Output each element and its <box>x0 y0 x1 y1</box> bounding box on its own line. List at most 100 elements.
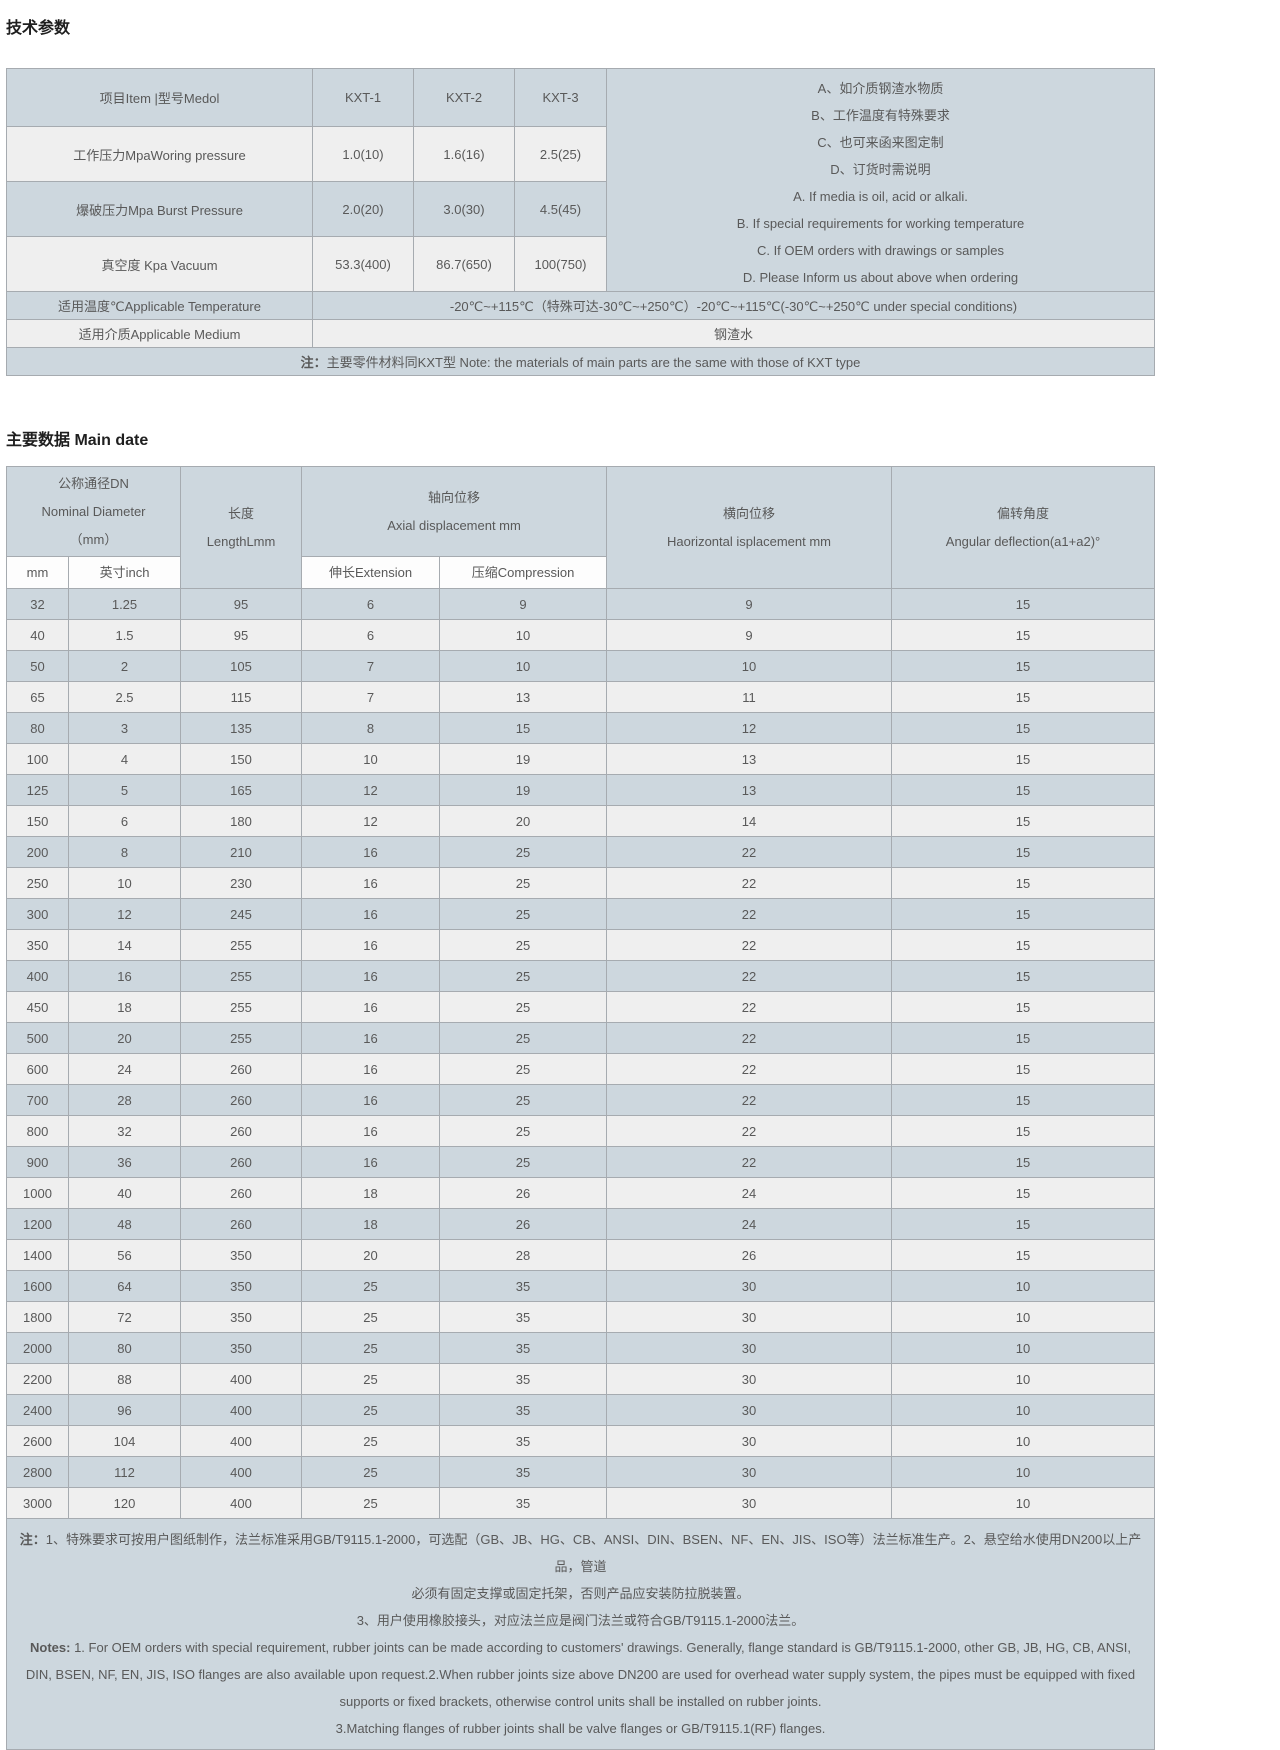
table-row: 项目Item |型号Medol KXT-1 KXT-2 KXT-3 A、如介质钢… <box>6 67 1155 292</box>
table-cell: 10 <box>891 1301 1156 1333</box>
table-row: 适用温度℃Applicable Temperature -20℃~+115℃（特… <box>6 291 1155 320</box>
footnote-line: Notes: 1. For OEM orders with special re… <box>30 1640 1131 1655</box>
table-row: 500 20 255 16 25 22 15 <box>6 1022 1156 1054</box>
table-cell: 15 <box>891 712 1156 744</box>
table-cell: 35 <box>439 1332 608 1364</box>
table-cell: 32 <box>67 1115 182 1147</box>
col-header-horizontal-displacement: 横向位移 Haorizontal isplacement mm <box>606 466 893 589</box>
table-cell: 22 <box>606 960 893 992</box>
table-cell: 15 <box>891 1146 1156 1178</box>
table-cell: 22 <box>606 898 893 930</box>
table-row: 3000 120 400 25 35 30 10 <box>6 1487 1156 1519</box>
table-cell: 350 <box>6 929 69 961</box>
side-note-line: B、工作温度有特殊要求 <box>811 108 950 123</box>
table-row: 2600 104 400 25 35 30 10 <box>6 1425 1156 1457</box>
table-cell: 25 <box>301 1301 441 1333</box>
header-line: Axial displacement mm <box>387 517 521 533</box>
row-label: 真空度 Kpa Vacuum <box>6 236 313 292</box>
table-cell: 1.0(10) <box>312 126 414 183</box>
table-cell: 3 <box>67 712 182 744</box>
table-cell: 15 <box>891 836 1156 868</box>
table-cell: 15 <box>891 898 1156 930</box>
table-cell: 260 <box>180 1208 303 1240</box>
table-cell: 25 <box>439 1053 608 1085</box>
table-cell: 25 <box>439 1146 608 1178</box>
table-cell: 25 <box>301 1363 441 1395</box>
table-cell: 180 <box>180 805 303 837</box>
side-note-line: A、如介质钢渣水物质 <box>817 81 944 96</box>
table-row: 2000 80 350 25 35 30 10 <box>6 1332 1156 1364</box>
table-row: 32 1.25 95 6 9 9 15 <box>6 588 1156 620</box>
header-line: 横向位移 <box>723 505 776 521</box>
table-cell: 18 <box>301 1208 441 1240</box>
header-line: 长度 <box>228 505 255 521</box>
table-cell: 16 <box>301 898 441 930</box>
footnote-line: supports or fixed brackets, otherwise co… <box>339 1694 822 1709</box>
table-cell: 22 <box>606 1146 893 1178</box>
table-cell: 24 <box>67 1053 182 1085</box>
footnotes: 注：1、特殊要求可按用户图纸制作，法兰标准采用GB/T9115.1-2000，可… <box>5 1518 1156 1750</box>
table-cell: 13 <box>606 774 893 806</box>
table-cell: 30 <box>606 1270 893 1302</box>
table-cell: 260 <box>180 1177 303 1209</box>
row-label: 适用介质Applicable Medium <box>6 319 313 348</box>
temperature-value: -20℃~+115℃（特殊可达-30℃~+250℃）-20℃~+115℃(-30… <box>312 291 1155 320</box>
table-cell: 16 <box>301 836 441 868</box>
table-cell: 350 <box>180 1239 303 1271</box>
table-cell: 2400 <box>6 1394 69 1426</box>
table-cell: 26 <box>439 1208 608 1240</box>
table-cell: 20 <box>67 1022 182 1054</box>
side-note-line: A. If media is oil, acid or alkali. <box>793 189 968 204</box>
table-cell: 115 <box>180 681 303 713</box>
table-cell: 900 <box>6 1146 69 1178</box>
table-cell: 25 <box>439 960 608 992</box>
table-cell: 2200 <box>6 1363 69 1395</box>
table-header-row: 公称通径DN Nominal Diameter （mm） 长度 LengthLm… <box>5 466 1156 589</box>
table-cell: 7 <box>301 650 441 682</box>
table-cell: 2 <box>67 650 182 682</box>
footnotes-row: 注：1、特殊要求可按用户图纸制作，法兰标准采用GB/T9115.1-2000，可… <box>5 1518 1156 1750</box>
table-cell: 80 <box>67 1332 182 1364</box>
table-cell: 6 <box>67 805 182 837</box>
table-cell: 5 <box>67 774 182 806</box>
table-cell: 4 <box>67 743 182 775</box>
table-cell: 15 <box>891 1177 1156 1209</box>
table-cell: 25 <box>301 1270 441 1302</box>
table-cell: 25 <box>301 1487 441 1519</box>
table-cell: 24 <box>606 1208 893 1240</box>
main-section-title: 主要数据 Main date <box>6 432 149 449</box>
header-line: Angular deflection(a1+a2)° <box>945 533 1101 549</box>
table-cell: 22 <box>606 1022 893 1054</box>
table-cell: 15 <box>891 1115 1156 1147</box>
table-subheader-row: mm 英寸inch 伸长Extension 压缩Compression <box>6 556 1155 589</box>
tech-side-notes: A、如介质钢渣水物质 B、工作温度有特殊要求 C、也可来函来图定制 D、订货时需说明 A… <box>606 68 1155 292</box>
table-cell: 40 <box>67 1177 182 1209</box>
table-cell: 16 <box>301 991 441 1023</box>
table-cell: 19 <box>439 743 608 775</box>
table-cell: 7 <box>301 681 441 713</box>
table-row: 2200 88 400 25 35 30 10 <box>6 1363 1156 1395</box>
table-cell: 4.5(45) <box>514 181 607 237</box>
table-row: 125 5 165 12 19 13 15 <box>6 774 1156 806</box>
table-cell: 14 <box>606 805 893 837</box>
table-cell: 35 <box>439 1270 608 1302</box>
table-cell: 30 <box>606 1456 893 1488</box>
table-row: 1600 64 350 25 35 30 10 <box>6 1270 1156 1302</box>
table-cell: 22 <box>606 1053 893 1085</box>
table-cell: 15 <box>891 867 1156 899</box>
table-cell: 2.5(25) <box>514 126 607 183</box>
table-cell: 100(750) <box>514 236 607 292</box>
table-row: 400 16 255 16 25 22 15 <box>6 960 1156 992</box>
header-line: 偏转角度 <box>997 505 1050 521</box>
table-cell: 15 <box>891 960 1156 992</box>
header-line: Haorizontal isplacement mm <box>667 533 832 549</box>
side-note-line: C、也可来函来图定制 <box>817 135 944 150</box>
table-cell: 10 <box>439 619 608 651</box>
table-cell: 15 <box>891 1084 1156 1116</box>
table-cell: 112 <box>67 1456 182 1488</box>
table-cell: 72 <box>67 1301 182 1333</box>
table-cell: 250 <box>6 867 69 899</box>
table-cell: 15 <box>891 805 1156 837</box>
table-cell: 15 <box>891 1208 1156 1240</box>
table-cell: 245 <box>180 898 303 930</box>
